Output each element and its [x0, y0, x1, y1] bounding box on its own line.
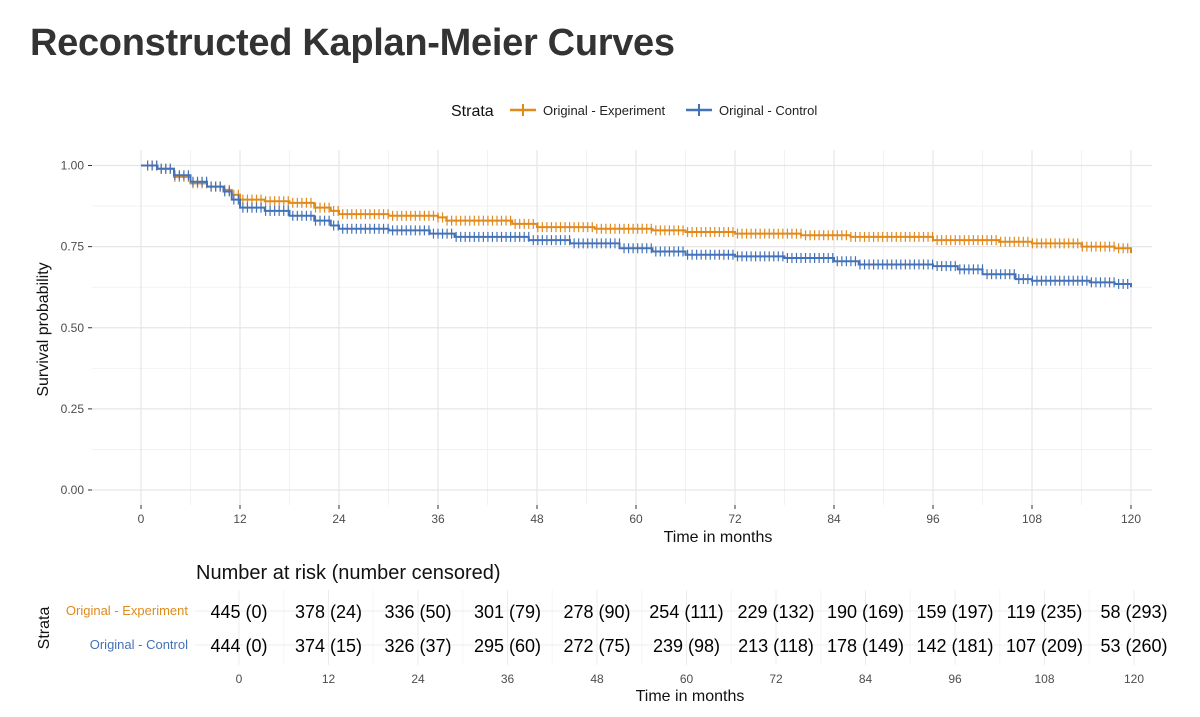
y-tick-label: 0.00: [61, 483, 85, 497]
risk-x-tick-label: 84: [859, 672, 873, 686]
y-tick-label: 0.75: [61, 240, 85, 254]
risk-cell: 178 (149): [827, 636, 904, 656]
risk-cell: 239 (98): [653, 636, 720, 656]
risk-cell: 374 (15): [295, 636, 362, 656]
risk-cell: 295 (60): [474, 636, 541, 656]
x-tick-label: 0: [138, 512, 145, 526]
risk-x-tick-label: 12: [322, 672, 336, 686]
x-tick-label: 24: [332, 512, 346, 526]
page-title: Reconstructed Kaplan-Meier Curves: [30, 22, 675, 64]
risk-cell: 142 (181): [916, 636, 993, 656]
risk-cell: 190 (169): [827, 602, 904, 622]
y-axis-title: Survival probability: [35, 262, 52, 396]
risk-cell: 213 (118): [738, 636, 814, 656]
x-axis-title: Time in months: [664, 529, 773, 546]
risk-x-tick-label: 0: [236, 672, 243, 686]
legend-label: Original - Control: [719, 103, 817, 118]
legend-title: Strata: [451, 103, 494, 120]
risk-cell: 119 (235): [1007, 602, 1083, 622]
legend-label: Original - Experiment: [543, 103, 665, 118]
risk-x-tick-label: 24: [411, 672, 425, 686]
y-tick-label: 0.50: [61, 321, 85, 335]
risk-x-tick-label: 120: [1124, 672, 1144, 686]
x-tick-label: 60: [629, 512, 643, 526]
risk-x-tick-label: 48: [590, 672, 604, 686]
risk-cell: 58 (293): [1100, 602, 1167, 622]
risk-table-title: Number at risk (number censored): [196, 562, 501, 584]
risk-cell: 254 (111): [649, 602, 723, 622]
risk-cell: 278 (90): [563, 602, 630, 622]
risk-y-axis-title: Strata: [36, 607, 53, 650]
x-tick-label: 12: [233, 512, 247, 526]
x-tick-label: 36: [431, 512, 445, 526]
x-tick-label: 72: [728, 512, 742, 526]
risk-x-tick-label: 36: [501, 672, 515, 686]
risk-strata-label: Original - Experiment: [66, 603, 188, 618]
risk-strata-label: Original - Control: [90, 637, 188, 652]
risk-cell: 378 (24): [295, 602, 362, 622]
risk-x-tick-label: 108: [1034, 672, 1054, 686]
x-tick-label: 96: [926, 512, 940, 526]
y-tick-label: 0.25: [61, 402, 85, 416]
risk-cell: 445 (0): [210, 602, 267, 622]
risk-cell: 53 (260): [1100, 636, 1167, 656]
y-tick-label: 1.00: [61, 159, 85, 173]
risk-cell: 229 (132): [737, 602, 814, 622]
risk-cell: 336 (50): [384, 602, 451, 622]
x-tick-label: 48: [530, 512, 544, 526]
risk-cell: 326 (37): [384, 636, 451, 656]
x-tick-label: 84: [827, 512, 841, 526]
risk-cell: 444 (0): [210, 636, 267, 656]
x-tick-label: 108: [1022, 512, 1042, 526]
risk-cell: 107 (209): [1006, 636, 1083, 656]
risk-cell: 301 (79): [474, 602, 541, 622]
risk-cell: 159 (197): [916, 602, 993, 622]
risk-x-tick-label: 60: [680, 672, 694, 686]
x-tick-label: 120: [1121, 512, 1141, 526]
risk-x-tick-label: 96: [948, 672, 962, 686]
risk-x-axis-title: Time in months: [636, 688, 745, 705]
risk-x-tick-label: 72: [769, 672, 783, 686]
risk-cell: 272 (75): [563, 636, 630, 656]
